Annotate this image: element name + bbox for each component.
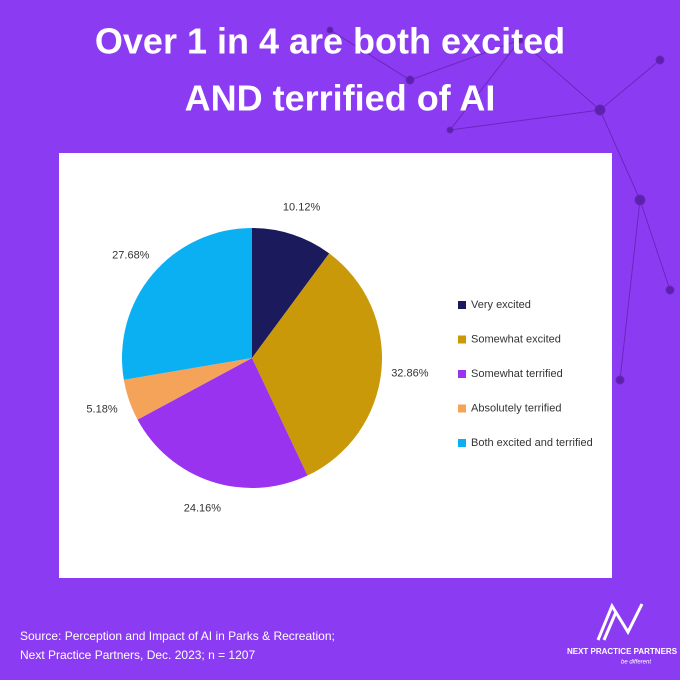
legend-label: Very excited — [471, 299, 531, 311]
legend-swatch — [458, 404, 466, 413]
data-label: 27.68% — [112, 250, 150, 262]
pie-slice — [122, 228, 252, 380]
legend-swatch — [458, 335, 466, 344]
legend-swatch — [458, 370, 466, 378]
title-line: Over 1 in 4 are both excited — [95, 21, 565, 62]
title-line: AND terrified of AI — [185, 78, 496, 119]
logo-name: NEXT PRACTICE PARTNERS — [567, 647, 678, 656]
data-label: 32.86% — [391, 367, 429, 379]
legend-label: Absolutely terrified — [471, 402, 562, 414]
legend-swatch — [458, 439, 466, 447]
pie-slice — [123, 358, 253, 420]
pie-chart: 10.12% 32.86% 24.16% 5.18% 27.68% Very excite… — [86, 201, 592, 514]
logo-mark — [596, 602, 644, 641]
source-line: Next Practice Partners, Dec. 2023; n = 1… — [20, 648, 255, 662]
pie-slice — [252, 253, 382, 476]
network-decoration — [326, 26, 675, 385]
pie-slice — [252, 228, 330, 358]
source-line: Source: Perception and Impact of AI in P… — [20, 629, 335, 643]
legend-swatch — [458, 301, 466, 309]
legend-label: Both excited and terrified — [471, 437, 593, 449]
legend-label: Somewhat excited — [471, 333, 561, 345]
logo-tagline: be different — [621, 660, 651, 666]
data-label: 5.18% — [86, 403, 117, 415]
data-label: 24.16% — [184, 503, 222, 515]
pie-slice — [137, 358, 308, 489]
legend-label: Somewhat terrified — [471, 368, 563, 380]
data-label: 10.12% — [283, 201, 321, 213]
